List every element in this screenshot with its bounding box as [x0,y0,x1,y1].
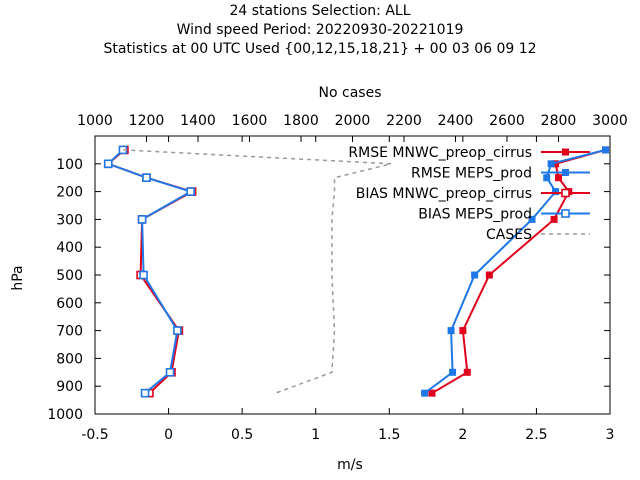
y-tick-label: 400 [56,240,83,256]
x-tick-label: 2.5 [525,427,547,443]
data-point-rmse-mnwc-preop-cirrus [555,174,562,182]
legend-marker-rmse-meps-prod [562,169,569,176]
data-point-rmse-mnwc-preop-cirrus [459,327,467,335]
y-tick-label: 500 [56,268,83,284]
data-point-bias-meps-prod [142,173,151,182]
x2-tick-label: 1400 [180,113,216,129]
y-tick-label: 700 [56,324,83,340]
y-tick-label: 600 [56,296,83,312]
x-tick-label: 3 [606,427,615,443]
series-line-cases [123,149,392,394]
data-point-rmse-meps-prod [552,188,560,196]
x-axis-label: m/s [337,457,363,473]
x-tick-label: -0.5 [81,427,108,443]
x2-tick-label: 2200 [386,113,422,129]
data-point-bias-meps-prod [139,270,148,280]
legend-label: BIAS MNWC_preop_cirrus [356,186,532,202]
data-point-rmse-mnwc-preop-cirrus [428,389,436,397]
chart-title-line-2: Wind speed Period: 20220930-20221019 [176,22,464,38]
data-point-rmse-meps-prod [602,146,610,154]
legend-label: RMSE MNWC_preop_cirrus [348,145,532,161]
x2-tick-label: 1600 [232,113,268,129]
data-point-rmse-meps-prod [528,215,536,223]
x-tick-label: 0 [164,427,173,443]
chart-title-line-1: 24 stations Selection: ALL [229,3,411,19]
y-tick-label: 800 [56,351,83,367]
data-point-rmse-mnwc-preop-cirrus [550,215,558,223]
data-point-rmse-mnwc-preop-cirrus [463,368,471,376]
data-point-rmse-meps-prod [471,271,479,279]
data-point-bias-meps-prod [137,215,147,224]
x2-tick-label: 1200 [129,113,165,129]
y-tick-label: 200 [56,185,83,201]
data-point-bias-meps-prod [186,187,195,196]
x2-tick-label: 2000 [335,113,371,129]
x-tick-label: 0.5 [231,427,253,443]
y-axis-label: hPa [10,265,26,290]
data-point-rmse-meps-prod [547,160,555,168]
data-point-rmse-mnwc-preop-cirrus [552,160,560,168]
y-tick-label: 900 [56,379,83,395]
legend-marker-rmse-mnwc-preop-cirrus [562,148,569,156]
y-tick-label: 1000 [47,407,83,423]
data-point-bias-meps-prod [140,388,150,398]
x-tick-label: 1 [311,427,320,443]
x2-tick-label: 3000 [592,113,628,129]
data-point-bias-meps-prod [165,367,175,377]
legend-label: CASES [486,227,532,243]
x2-tick-label: 1000 [77,113,113,129]
y-tick-label: 100 [56,157,83,173]
legend-marker-bias-meps-prod [561,209,570,218]
data-point-rmse-meps-prod [421,389,429,397]
data-point-bias-meps-prod [173,326,182,335]
legend-marker-bias-mnwc-preop-cirrus [561,188,570,198]
chart-title-line-3: Statistics at 00 UTC Used {00,12,15,18,2… [103,41,537,57]
x2-tick-label: 2400 [438,113,474,129]
legend-label: RMSE MEPS_prod [411,166,532,182]
series-line-bias-mnwc-preop-cirrus [106,149,195,394]
data-point-rmse-mnwc-preop-cirrus [485,271,493,279]
x2-tick-label: 2600 [489,113,525,129]
x2-tick-label: 2800 [541,113,577,129]
x2-tick-label: 1800 [283,113,319,129]
y-tick-label: 300 [56,212,83,228]
data-point-bias-meps-prod [103,159,113,169]
data-point-rmse-meps-prod [543,174,551,182]
data-point-rmse-meps-prod [449,368,457,376]
legend-label: BIAS MEPS_prod [418,207,532,223]
x-tick-label: 2 [458,427,467,443]
x2-axis-label: No cases [319,85,382,101]
data-point-rmse-meps-prod [447,327,455,335]
x-tick-label: 1.5 [378,427,400,443]
